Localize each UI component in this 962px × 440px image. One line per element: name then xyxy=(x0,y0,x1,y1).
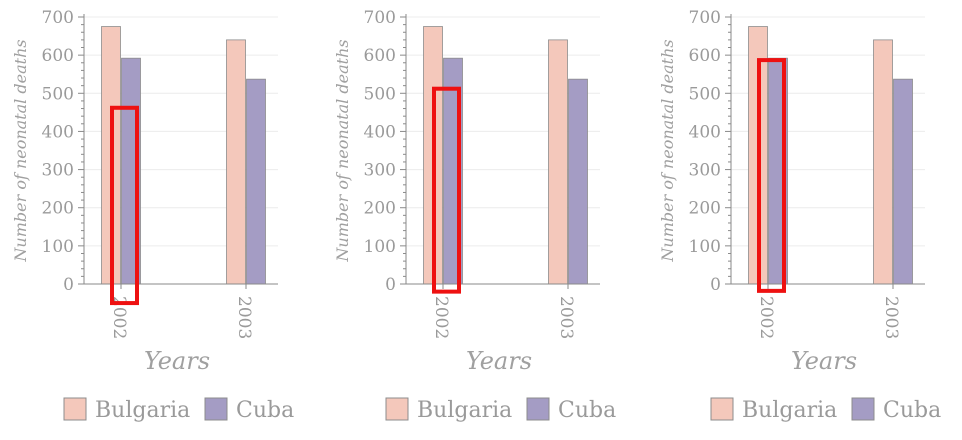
legend-swatch-cuba xyxy=(526,397,550,421)
chart-panel-3: 0 100 200 300 400 500 600 700 2002 2003 Number of … xyxy=(658,8,941,423)
bar-bulgaria-2003 xyxy=(873,39,893,285)
highlight-box xyxy=(757,58,786,293)
bar-bulgaria-2003 xyxy=(548,39,568,285)
y-tick-label: 200 xyxy=(364,199,396,219)
y-axis-title: Number of neonatal deaths xyxy=(11,39,30,262)
y-tick-label: 200 xyxy=(42,199,74,219)
x-tick-label: 2003 xyxy=(234,296,254,339)
y-tick-label: 600 xyxy=(364,46,396,66)
y-tick-label: 400 xyxy=(42,122,74,142)
legend-label-bulgaria: Bulgaria xyxy=(742,398,837,423)
legend-label-cuba: Cuba xyxy=(236,398,294,423)
bar-cuba-2003 xyxy=(568,78,588,285)
x-tick-label: 2002 xyxy=(756,296,776,339)
y-tick-label: 600 xyxy=(42,46,74,66)
bar-cuba-2003 xyxy=(893,78,913,285)
x-tick-label: 2003 xyxy=(556,296,576,339)
y-tick-label: 300 xyxy=(689,161,721,181)
x-tick-label: 2002 xyxy=(431,296,451,339)
legend-swatch-cuba xyxy=(204,397,228,421)
x-tick-label: 2002 xyxy=(109,296,129,339)
y-tick-label: 100 xyxy=(42,237,74,257)
y-tick-label: 400 xyxy=(689,122,721,142)
legend-label-bulgaria: Bulgaria xyxy=(417,398,512,423)
y-tick-label: 400 xyxy=(364,122,396,142)
y-tick-label: 500 xyxy=(689,84,721,104)
chart-panel-2: 0 100 200 300 400 500 600 700 2002 2003 Number of … xyxy=(333,8,616,423)
x-axis-title: Years xyxy=(466,347,532,375)
y-tick-label: 700 xyxy=(689,8,721,28)
y-tick-label: 500 xyxy=(42,84,74,104)
legend-swatch-bulgaria xyxy=(63,397,87,421)
x-axis-title: Years xyxy=(791,347,857,375)
y-tick-label: 100 xyxy=(689,237,721,257)
y-tick-label: 0 xyxy=(385,275,396,295)
y-tick-label: 500 xyxy=(364,84,396,104)
y-tick-label: 0 xyxy=(63,275,74,295)
legend-label-cuba: Cuba xyxy=(883,398,941,423)
y-tick-label: 300 xyxy=(364,161,396,181)
x-axis-title: Years xyxy=(144,347,210,375)
y-tick-label: 700 xyxy=(42,8,74,28)
y-axis-title: Number of neonatal deaths xyxy=(333,39,352,262)
bar-cuba-2003 xyxy=(246,78,266,285)
y-tick-label: 0 xyxy=(710,275,721,295)
legend-label-cuba: Cuba xyxy=(558,398,616,423)
x-tick-label: 2003 xyxy=(881,296,901,339)
legend-swatch-bulgaria xyxy=(385,397,409,421)
y-tick-label: 100 xyxy=(364,237,396,257)
highlight-box xyxy=(432,86,461,294)
y-tick-label: 200 xyxy=(689,199,721,219)
legend-swatch-cuba xyxy=(851,397,875,421)
chart-panel-1: 0 100 200 300 400 500 600 700 2002 2003 Number of … xyxy=(11,8,294,423)
y-tick-label: 300 xyxy=(42,161,74,181)
legend-label-bulgaria: Bulgaria xyxy=(95,398,190,423)
y-tick-label: 700 xyxy=(364,8,396,28)
highlight-box xyxy=(110,105,139,306)
y-tick-label: 600 xyxy=(689,46,721,66)
legend-swatch-bulgaria xyxy=(710,397,734,421)
bar-bulgaria-2003 xyxy=(226,39,246,285)
y-axis-title: Number of neonatal deaths xyxy=(658,39,677,262)
